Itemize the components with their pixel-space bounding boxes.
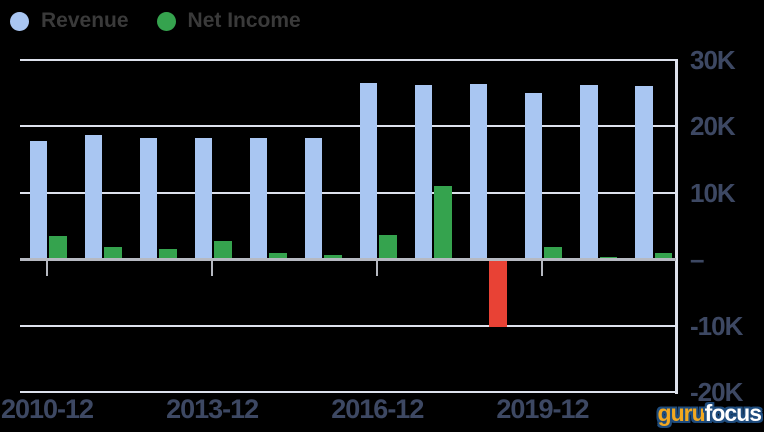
chart-legend: Revenue Net Income (10, 9, 301, 33)
gridline (20, 191, 676, 194)
y-axis-tick-label: 20K (690, 111, 736, 142)
x-axis-tick-label: 2013-12 (166, 394, 259, 424)
legend-item-net-income[interactable]: Net Income (156, 9, 301, 33)
net-income-bar[interactable] (159, 248, 177, 260)
revenue-legend-dot-icon (10, 11, 29, 31)
x-axis-tick (46, 260, 48, 276)
legend-item-revenue[interactable]: Revenue (10, 9, 129, 33)
zero-gridline (20, 257, 676, 261)
net-income-bar[interactable] (434, 186, 452, 260)
x-axis-tick-label: 2016-12 (331, 394, 424, 424)
gurufocus-logo[interactable]: gurufocus (657, 400, 762, 427)
net-income-bar[interactable] (269, 252, 287, 260)
gridline (20, 125, 676, 128)
x-axis-tick-label: 2010-12 (0, 394, 94, 424)
gurufocus-logo-guru-text: guru (657, 400, 706, 426)
y-axis-tick-label: – (690, 244, 705, 275)
gridline (20, 324, 676, 327)
net-income-legend-dot-icon (156, 11, 176, 31)
gridline (20, 391, 676, 394)
y-axis-tick-label: 30K (690, 44, 736, 75)
revenue-bar[interactable] (524, 93, 543, 260)
net-income-bar[interactable] (544, 246, 562, 260)
revenue-bar[interactable] (359, 83, 378, 260)
revenue-bar[interactable] (635, 85, 653, 260)
revenue-bar[interactable] (469, 83, 488, 260)
revenue-bar[interactable] (580, 85, 598, 260)
legend-label-net-income: Net Income (187, 9, 301, 32)
revenue-bar[interactable] (194, 138, 213, 260)
revenue-bar[interactable] (29, 141, 47, 260)
revenue-bar[interactable] (84, 135, 103, 260)
y-axis-tick-label: -20K (690, 377, 743, 408)
y-axis-tick-label: -10K (690, 310, 743, 341)
net-income-bar[interactable] (214, 241, 232, 260)
y-axis-line (674, 59, 678, 394)
revenue-bar[interactable] (249, 138, 268, 260)
x-axis-tick (541, 260, 544, 276)
x-axis-tick (211, 260, 214, 276)
gridline (20, 58, 676, 61)
gurufocus-logo-focus-text: focus (704, 400, 762, 426)
net-income-bar[interactable] (104, 247, 122, 260)
revenue-bar[interactable] (139, 137, 158, 260)
net-income-bar[interactable] (324, 255, 342, 260)
net-income-bar[interactable] (489, 260, 507, 328)
revenue-bar[interactable] (304, 137, 323, 260)
x-axis-tick (376, 260, 379, 276)
legend-label-revenue: Revenue (41, 9, 129, 32)
net-income-bar[interactable] (379, 235, 397, 260)
revenue-bar[interactable] (414, 85, 433, 260)
y-axis-tick-label: 10K (690, 177, 736, 208)
net-income-bar[interactable] (654, 252, 673, 260)
net-income-bar[interactable] (49, 236, 67, 260)
x-axis-tick-label: 2019-12 (496, 394, 589, 424)
